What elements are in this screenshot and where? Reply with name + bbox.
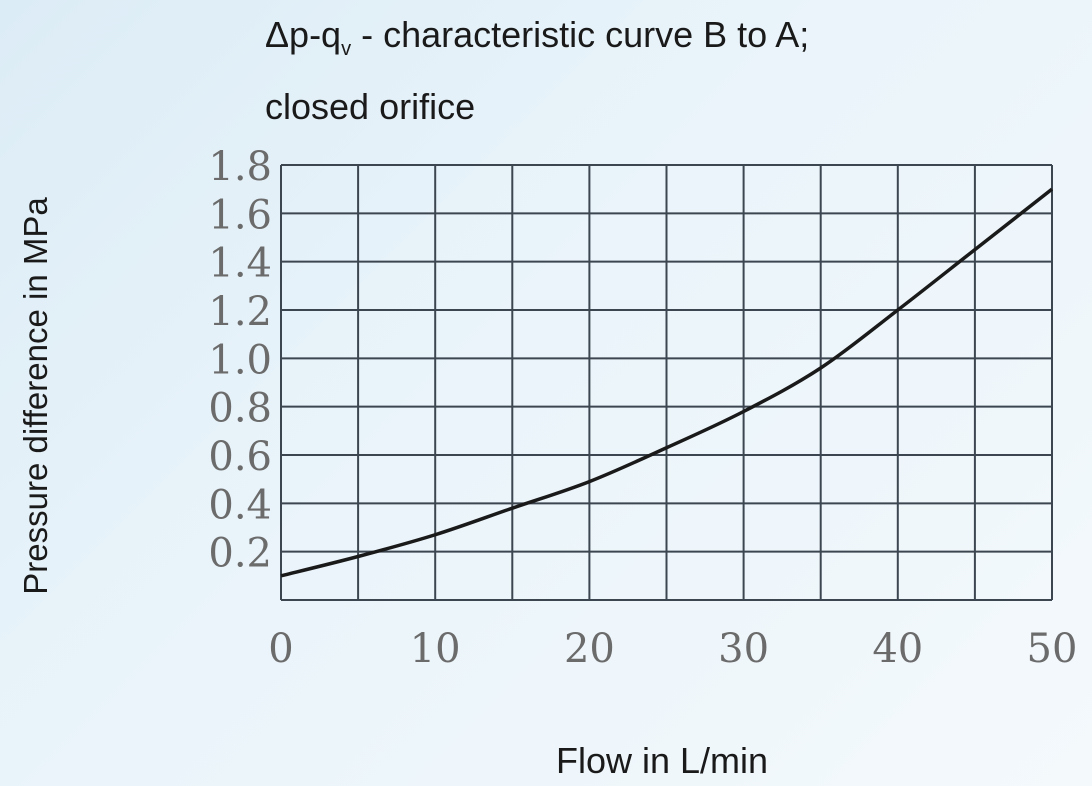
series-line: [280, 187, 1054, 578]
y-axis-ticks: 0.20.40.60.81.01.21.41.61.8: [208, 144, 272, 577]
title-suffix: - characteristic curve B to A;: [351, 14, 810, 55]
y-tick-label: 1.4: [208, 241, 272, 287]
x-axis-label: Flow in L/min: [555, 740, 769, 781]
x-tick-label: 40: [872, 626, 923, 672]
x-tick-label: 30: [718, 626, 769, 672]
y-tick-label: 1.6: [208, 192, 272, 238]
x-axis-ticks: 0 10 20 30 40 50: [268, 626, 1077, 672]
x-tick-label: 50: [1027, 626, 1078, 672]
y-tick-label: 1.0: [208, 337, 272, 383]
y-tick-label: 0.8: [208, 386, 272, 432]
y-tick-label: 0.2: [208, 531, 272, 577]
chart-series: [280, 187, 1054, 578]
chart-grid: [280, 164, 1053, 601]
x-tick-label: 10: [410, 626, 461, 672]
title-prefix: Δp-q: [265, 14, 342, 55]
x-tick-label: 0: [268, 626, 293, 672]
x-tick-label: 20: [564, 626, 615, 672]
y-tick-label: 0.4: [208, 482, 272, 528]
chart-title: Δp-qv - characteristic curve B to A;: [265, 14, 809, 61]
y-tick-label: 1.2: [208, 289, 272, 335]
chart-subtitle: closed orifice: [265, 86, 476, 127]
y-axis-label: Pressure difference in MPa: [17, 197, 54, 595]
y-tick-label: 1.8: [208, 144, 272, 190]
title-subscript: v: [341, 38, 352, 61]
y-tick-label: 0.6: [208, 434, 272, 480]
